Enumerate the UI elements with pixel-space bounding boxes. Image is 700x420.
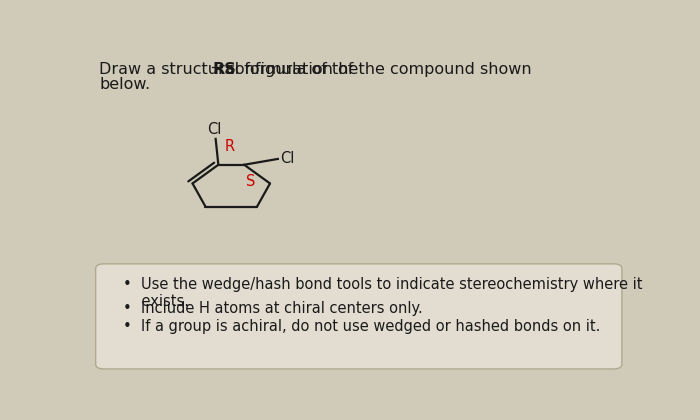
Text: Cl: Cl xyxy=(281,151,295,166)
Text: S: S xyxy=(246,174,256,189)
Text: RS: RS xyxy=(212,62,236,77)
Text: Draw a structural formula of the: Draw a structural formula of the xyxy=(99,62,364,77)
Text: Cl: Cl xyxy=(207,122,222,137)
Text: below.: below. xyxy=(99,77,150,92)
Text: •  If a group is achiral, do not use wedged or hashed bonds on it.: • If a group is achiral, do not use wedg… xyxy=(122,319,600,334)
Text: •  Include H atoms at chiral centers only.: • Include H atoms at chiral centers only… xyxy=(122,301,423,316)
Text: •  Use the wedge/hash bond tools to indicate stereochemistry where it
    exists: • Use the wedge/hash bond tools to indic… xyxy=(122,277,643,309)
FancyBboxPatch shape xyxy=(96,264,622,369)
Text: R: R xyxy=(225,139,235,155)
Text: configuration of the compound shown: configuration of the compound shown xyxy=(221,62,532,77)
